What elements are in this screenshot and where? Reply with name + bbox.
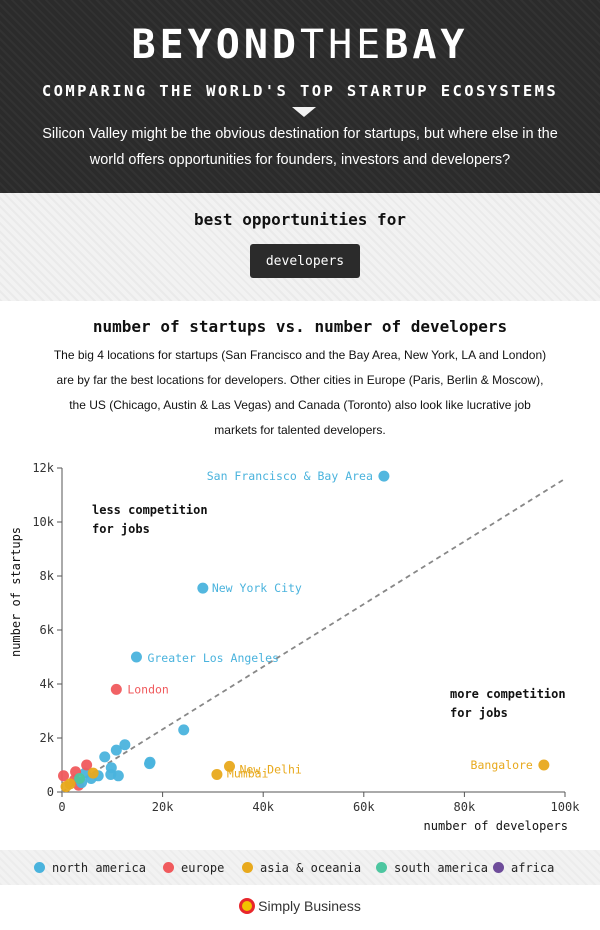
data-point <box>81 759 93 771</box>
x-tick-label: 100k <box>551 800 581 814</box>
x-tick-label: 0 <box>58 800 65 814</box>
annotation-more-competition: more competition <box>450 687 566 701</box>
data-point <box>211 768 223 780</box>
data-point <box>60 781 72 793</box>
legend: north america europe asia & oceania south a… <box>0 850 600 885</box>
x-tick-label: 60k <box>353 800 375 814</box>
data-point <box>74 773 86 784</box>
annotation-more-competition: for jobs <box>450 706 508 720</box>
legend-dot-icon <box>242 862 253 873</box>
scatter-chart: 0 2k 4k 6k 8k 10k 12k 0 20k 40k 60k 80k 100k number o… <box>9 461 581 833</box>
legend-item[interactable]: south america <box>376 861 488 875</box>
data-point-label: Bangalore <box>471 758 533 772</box>
data-point <box>144 758 156 770</box>
legend-item[interactable]: africa <box>493 861 554 875</box>
legend-label: south america <box>394 861 488 875</box>
title-the: THE <box>300 22 385 68</box>
y-tick-label: 8k <box>40 569 55 583</box>
y-tick-label: 6k <box>40 623 55 637</box>
legend-label: europe <box>181 861 225 875</box>
data-point <box>378 470 390 482</box>
data-point <box>223 760 235 772</box>
filter-label: best opportunities for <box>194 210 406 229</box>
page-title: BEYONDTHEBAY <box>0 22 600 68</box>
data-point-label: New Delhi <box>239 762 301 776</box>
legend-dot-icon <box>376 862 387 873</box>
filter-panel: best opportunities for developers <box>0 193 600 301</box>
data-point-label: Mumbai <box>227 766 269 780</box>
annotation-less-competition: less competition <box>92 503 208 517</box>
legend-label: asia & oceania <box>260 861 362 875</box>
title-bay: BAY <box>384 22 469 68</box>
y-tick-label: 10k <box>32 515 54 529</box>
data-point-label: New York City <box>212 581 302 595</box>
data-point <box>87 767 99 779</box>
legend-label: north america <box>52 861 146 875</box>
filter-pointer-arrow <box>292 107 316 117</box>
y-tick-label: 0 <box>47 785 54 799</box>
page-subtitle: COMPARING THE WORLD'S TOP STARTUP ECOSYS… <box>41 82 559 100</box>
legend-dot-icon <box>163 862 174 873</box>
data-point <box>130 651 142 663</box>
data-point <box>105 768 117 780</box>
data-point-label: San Francisco & Bay Area <box>207 469 373 483</box>
y-tick-label: 4k <box>40 677 55 691</box>
data-point <box>110 744 122 756</box>
data-point <box>58 770 70 782</box>
chart-description: The big 4 locations for startups (San Fr… <box>53 348 547 437</box>
data-point <box>197 582 209 594</box>
data-point <box>178 724 190 736</box>
legend-dot-icon <box>493 862 504 873</box>
intro-text: Silicon Valley might be the obvious dest… <box>42 126 558 168</box>
chart-title: number of startups vs. number of develop… <box>92 317 508 336</box>
x-tick-label: 20k <box>152 800 174 814</box>
data-point <box>110 683 122 695</box>
legend-item[interactable]: north america <box>34 861 146 875</box>
x-tick-label: 40k <box>252 800 274 814</box>
x-tick-label: 80k <box>454 800 476 814</box>
data-point <box>119 739 131 751</box>
annotation-less-competition: for jobs <box>92 522 150 536</box>
data-point-label: London <box>127 682 169 696</box>
data-point-label: Greater Los Angeles <box>147 651 279 665</box>
data-point <box>99 751 111 763</box>
filter-developers-button[interactable]: developers <box>250 244 360 278</box>
header-banner: BEYONDTHEBAY COMPARING THE WORLD'S TOP S… <box>0 0 600 193</box>
simply-business-logo-icon <box>239 898 256 914</box>
title-beyond: BEYOND <box>131 22 300 68</box>
brand-name: Simply Business <box>258 898 361 914</box>
x-axis-title: number of developers <box>424 819 569 833</box>
y-axis-title: number of startups <box>9 527 23 657</box>
data-point <box>538 759 550 771</box>
y-tick-label: 2k <box>40 731 55 745</box>
brand-footer: Simply Business <box>0 898 600 914</box>
legend-item[interactable]: asia & oceania <box>242 861 361 875</box>
legend-dot-icon <box>34 862 45 873</box>
legend-item[interactable]: europe <box>163 861 224 875</box>
legend-label: africa <box>511 861 555 875</box>
y-tick-label: 12k <box>32 461 54 475</box>
